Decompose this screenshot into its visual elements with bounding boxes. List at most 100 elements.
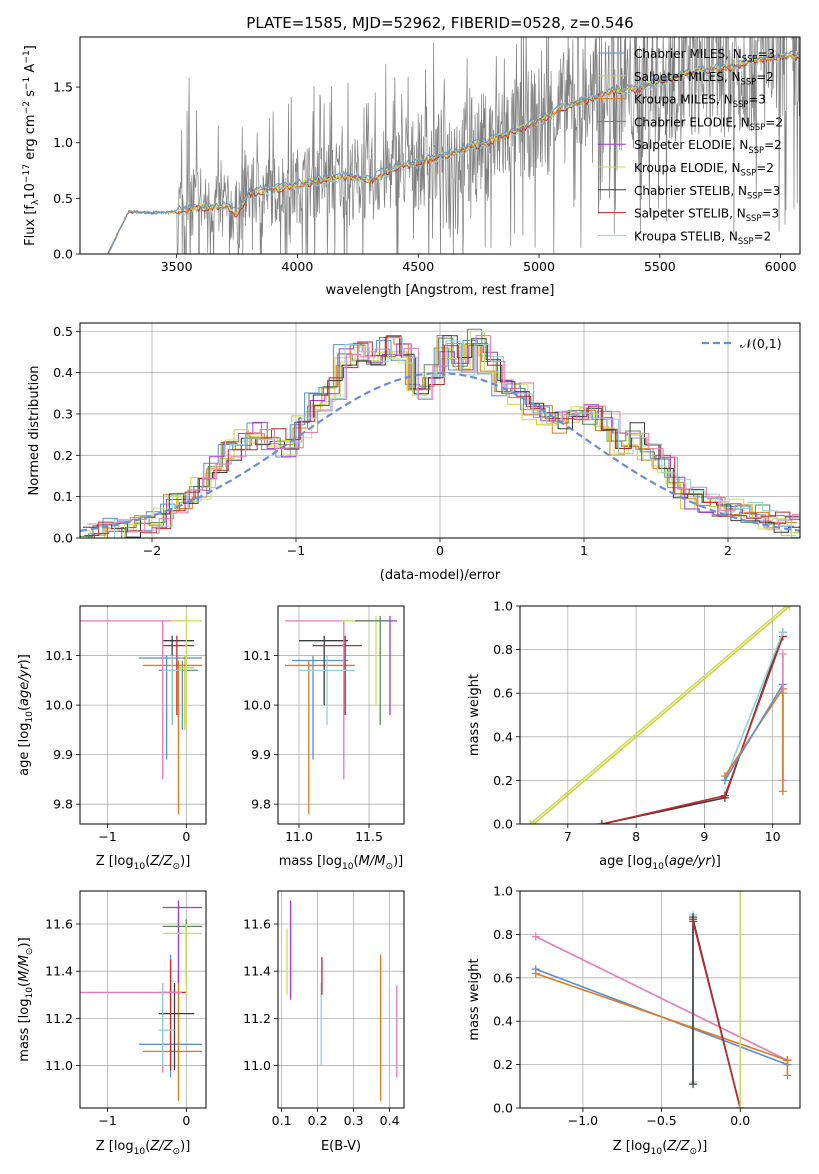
y-tick-label: 10.0 xyxy=(243,698,271,713)
x-tick-label: 0.4 xyxy=(380,1113,400,1128)
legend-entry: Salpeter ELODIE, NSSP=2 xyxy=(634,138,782,155)
age-weight-point xyxy=(720,776,729,785)
y-tick-label: 11.2 xyxy=(45,1011,73,1026)
histogram-step xyxy=(85,337,800,538)
y-axis-label: mass weight xyxy=(467,674,482,756)
axes-frame xyxy=(79,890,207,1109)
x-tick-label: −1.0 xyxy=(568,1113,598,1128)
x-axis-label: wavelength [Angstrom, rest frame] xyxy=(326,283,555,298)
y-tick-label: 0.3 xyxy=(53,406,73,421)
z-weight-point xyxy=(531,969,540,978)
x-tick-label: 3500 xyxy=(161,259,193,274)
z-weight-point xyxy=(736,1104,745,1108)
age-weight-line xyxy=(724,684,784,781)
y-tick-label: 0.2 xyxy=(493,773,513,788)
age-weight-point xyxy=(785,606,794,610)
z_weight-plot xyxy=(531,891,792,1108)
age_weight-axes: 7 8 9 10 0.0 0.2 0.4 0.6 0.8 1.0 age [log10(age/yr… xyxy=(467,599,801,872)
spectrum-legend: Chabrier MILES, NSSP=3 Salpeter MILES, NS… xyxy=(598,47,783,246)
x-tick-label: 2 xyxy=(724,543,732,558)
y-tick-label: 0.6 xyxy=(493,686,513,701)
z-weight-point xyxy=(736,891,745,895)
x-tick-label: 0 xyxy=(436,543,444,558)
x-tick-label: 6000 xyxy=(765,259,797,274)
legend-entry: Chabrier ELODIE, NSSP=2 xyxy=(634,115,783,132)
ebv_mass-plot xyxy=(286,900,398,1101)
x-tick-label: 0 xyxy=(182,829,190,844)
legend-entry: 𝒩(0,1) xyxy=(740,336,782,351)
x-axis-label: Z [log10(Z/Z⊙)] xyxy=(96,1139,191,1157)
z-weight-point xyxy=(783,1056,792,1065)
y-axis-label: Flux [fλ10−17 erg cm−2 s−1 A−1] xyxy=(22,45,41,246)
axes-frame xyxy=(277,890,405,1109)
x-tick-label: 0.2 xyxy=(308,1113,328,1128)
x-axis-label: E(B-V) xyxy=(321,1139,361,1154)
y-tick-label: 0.4 xyxy=(493,1014,513,1029)
x-tick-label: 0.0 xyxy=(730,1113,750,1128)
age-weight-point xyxy=(778,628,787,637)
x-axis-label: mass [log10(M/M⊙)] xyxy=(279,854,403,872)
y-tick-label: 0.5 xyxy=(53,191,73,206)
spectrum-plot xyxy=(107,37,800,254)
x-tick-label: 0.3 xyxy=(344,1113,364,1128)
axes-frame xyxy=(79,605,207,825)
z_age-plot xyxy=(80,615,203,815)
y-tick-label: 1.0 xyxy=(53,135,73,150)
y-axis-label: mass weight xyxy=(467,958,482,1040)
legend-entry: Salpeter MILES, NSSP=2 xyxy=(634,70,774,87)
axes-frame xyxy=(519,605,801,825)
legend-entry: Kroupa MILES, NSSP=3 xyxy=(634,93,766,110)
axes-frame xyxy=(519,890,801,1109)
histogram-step xyxy=(81,331,800,538)
z_mass-axes: −1 0 11.0 11.2 11.4 11.6 Z [log10(Z/Z⊙)] mass [… xyxy=(17,890,207,1157)
legend-entry: Kroupa STELIB, NSSP=2 xyxy=(634,229,771,246)
z_mass-plot xyxy=(80,900,203,1101)
histogram-legend: 𝒩(0,1) xyxy=(702,336,782,351)
y-tick-label: 11.6 xyxy=(45,917,73,932)
x-tick-label: 11.5 xyxy=(355,829,383,844)
z-weight-line xyxy=(692,921,741,1108)
age-weight-point xyxy=(526,820,535,824)
x-tick-label: 0 xyxy=(182,1113,190,1128)
model-spectrum-line xyxy=(107,50,800,254)
y-tick-label: 0.0 xyxy=(493,1101,513,1116)
age-weight-line xyxy=(529,606,787,824)
x-axis-label: age [log10(age/yr)] xyxy=(599,854,721,872)
x-tick-label: −1 xyxy=(287,543,305,558)
y-tick-label: 0.1 xyxy=(53,489,73,504)
spectrum-axes: 3500 4000 4500 5000 5500 6000 0.0 0.5 1.0 1.5 Chab… xyxy=(22,36,801,298)
y-tick-label: 0.5 xyxy=(53,324,73,339)
y-tick-label: 11.4 xyxy=(45,964,73,979)
age-weight-point xyxy=(529,820,538,824)
y-tick-label: 1.0 xyxy=(493,884,513,899)
y-tick-label: 9.9 xyxy=(53,747,73,762)
y-tick-label: 0.8 xyxy=(493,642,513,657)
y-axis-label: mass [log10(M/M⊙)] xyxy=(17,937,35,1061)
y-axis-label: age [log10(age/yr)] xyxy=(17,654,35,776)
axes-frame xyxy=(79,36,801,255)
y-tick-label: 0.4 xyxy=(53,365,73,380)
y-tick-label: 11.4 xyxy=(243,964,271,979)
z_age-axes: −1 0 9.8 9.9 10.0 10.1 Z [log10(Z/Z⊙)] age [log… xyxy=(17,605,207,872)
age-weight-point xyxy=(778,689,787,698)
x-tick-label: 4500 xyxy=(402,259,434,274)
y-tick-label: 0.2 xyxy=(53,448,73,463)
legend-entry: Chabrier STELIB, NSSP=3 xyxy=(634,184,780,201)
age_weight-plot xyxy=(526,606,794,824)
histogram-step xyxy=(87,335,800,534)
figure-title: PLATE=1585, MJD=52962, FIBERID=0528, z=0… xyxy=(246,14,633,32)
age-weight-point xyxy=(597,820,606,824)
y-tick-label: 9.8 xyxy=(53,797,73,812)
legend-entry: Chabrier MILES, NSSP=3 xyxy=(634,47,775,64)
histogram-step xyxy=(80,328,799,538)
x-tick-label: 5000 xyxy=(523,259,555,274)
x-tick-label: −1 xyxy=(98,1113,116,1128)
y-tick-label: 0.2 xyxy=(493,1057,513,1072)
x-tick-label: −2 xyxy=(143,543,161,558)
y-tick-label: 0.4 xyxy=(493,729,513,744)
x-tick-label: 5500 xyxy=(644,259,676,274)
x-axis-label: Z [log10(Z/Z⊙)] xyxy=(96,854,191,872)
legend-entry: Kroupa ELODIE, NSSP=2 xyxy=(634,161,774,178)
age-weight-line xyxy=(724,631,784,781)
